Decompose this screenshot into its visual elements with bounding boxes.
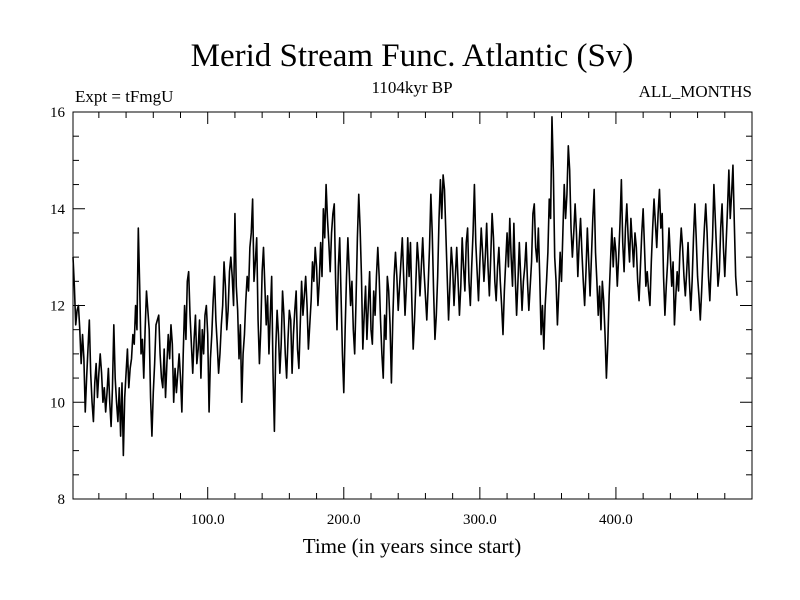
x-tick-label: 300.0 bbox=[463, 512, 497, 528]
x-tick-label: 400.0 bbox=[599, 512, 633, 528]
axis-ticks bbox=[73, 112, 752, 499]
y-tick-label: 8 bbox=[58, 492, 66, 508]
y-tick-label: 14 bbox=[50, 202, 66, 218]
x-axis-label: Time (in years since start) bbox=[303, 534, 522, 558]
y-tick-label: 16 bbox=[50, 105, 66, 121]
experiment-label: Expt = tFmgU bbox=[75, 87, 173, 106]
series-line bbox=[72, 116, 738, 457]
x-tick-label: 200.0 bbox=[327, 512, 361, 528]
months-label: ALL_MONTHS bbox=[639, 82, 752, 101]
period-label: 1104kyr BP bbox=[371, 78, 452, 97]
y-tick-label: 10 bbox=[50, 395, 65, 411]
x-tick-label: 100.0 bbox=[191, 512, 225, 528]
axis-tick-labels: 100.0 200.0 300.0 400.0 8 10 12 14 16 bbox=[50, 105, 633, 528]
y-tick-label: 12 bbox=[50, 299, 65, 315]
chart-title: Merid Stream Func. Atlantic (Sv) bbox=[191, 38, 634, 74]
